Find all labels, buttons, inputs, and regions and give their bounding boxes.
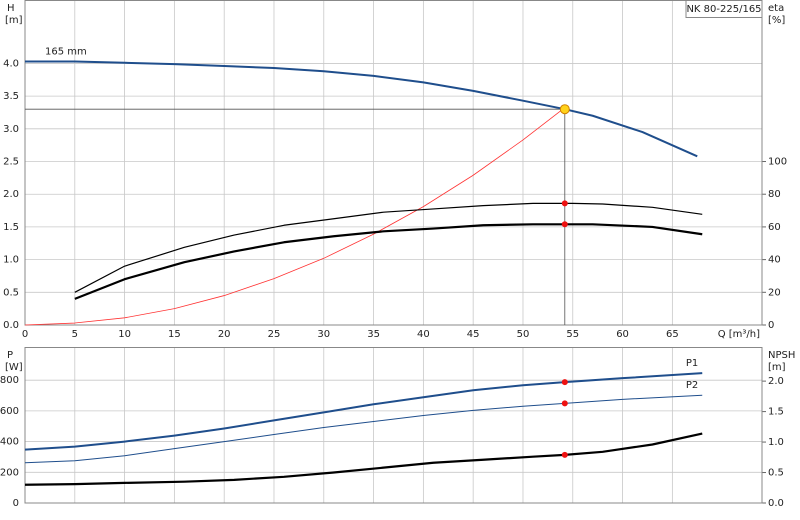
duty-point: [559, 104, 570, 115]
y2-tick-label: 1.0: [768, 437, 784, 448]
x-tick-label: 5: [72, 329, 78, 340]
curve: [25, 60, 698, 158]
plot-frame: [24, 347, 763, 504]
chart-title: NK 80-225/165: [686, 4, 761, 15]
x-tick-label: 50: [517, 329, 530, 340]
y-tick-label: 800: [0, 375, 19, 386]
x-tick-label: 55: [566, 329, 579, 340]
duty-marker: [561, 221, 568, 228]
y2-tick-label: 60: [768, 222, 781, 233]
y2-axis-unit: [%]: [768, 15, 785, 26]
y2-tick-label: 80: [768, 189, 781, 200]
y2-tick-label: 0.5: [768, 468, 784, 479]
duty-marker: [561, 379, 568, 386]
y2-tick-label: 0: [768, 320, 774, 331]
x-axis-label: Q [m³/h]: [718, 329, 760, 340]
x-tick-label: 20: [218, 329, 231, 340]
x-tick-label: 25: [268, 329, 281, 340]
plot-frame: [24, 0, 763, 326]
y2-tick-label: 100: [768, 157, 787, 168]
y-tick-label: 4.0: [3, 58, 19, 69]
y-tick-label: 3.0: [3, 124, 19, 135]
x-tick-label: 0: [22, 329, 28, 340]
duty-marker: [561, 451, 568, 458]
curve: [24, 432, 703, 486]
x-tick-label: 45: [467, 329, 480, 340]
title-box: [685, 0, 763, 18]
y-tick-label: 0: [13, 498, 19, 509]
y2-axis-label: eta: [768, 3, 784, 14]
curve: [24, 108, 564, 326]
curve: [74, 223, 703, 300]
curve: [74, 202, 703, 293]
y-tick-label: 0.0: [3, 320, 19, 331]
y-tick-label: 200: [0, 467, 19, 478]
y2-tick-label: 2.0: [768, 376, 784, 387]
y-tick-label: 600: [0, 406, 19, 417]
y-tick-label: 1.0: [3, 255, 19, 266]
y2-tick-label: 0.0: [768, 498, 784, 509]
y2-axis-label: NPSH: [768, 350, 795, 361]
x-tick-label: 30: [317, 329, 330, 340]
curve-label: P1: [686, 358, 698, 369]
y-tick-label: 2.0: [3, 189, 19, 200]
x-tick-label: 15: [168, 329, 181, 340]
y2-tick-label: 20: [768, 287, 781, 298]
y-axis-unit: [m]: [5, 15, 23, 26]
y-tick-label: 2.5: [3, 157, 19, 168]
curve-label: 165 mm: [45, 46, 87, 57]
x-tick-label: 60: [616, 329, 629, 340]
y2-axis-unit: [m]: [768, 362, 786, 373]
y-axis-label: H: [7, 3, 15, 14]
curve: [24, 394, 703, 464]
curve: [24, 372, 703, 451]
duty-marker: [561, 400, 568, 407]
x-tick-label: 40: [417, 329, 430, 340]
y2-tick-label: 40: [768, 255, 781, 266]
y-tick-label: 400: [0, 437, 19, 448]
x-tick-label: 10: [118, 329, 131, 340]
y-axis-unit: [W]: [5, 362, 23, 373]
y-tick-label: 0.5: [3, 287, 19, 298]
x-tick-label: 35: [367, 329, 380, 340]
y-axis-label: P: [7, 350, 13, 361]
duty-marker: [561, 200, 568, 207]
y2-tick-label: 1.5: [768, 407, 784, 418]
y-tick-label: 1.5: [3, 222, 19, 233]
y-tick-label: 3.5: [3, 91, 19, 102]
curve-label: P2: [686, 380, 698, 391]
x-tick-label: 65: [666, 329, 679, 340]
